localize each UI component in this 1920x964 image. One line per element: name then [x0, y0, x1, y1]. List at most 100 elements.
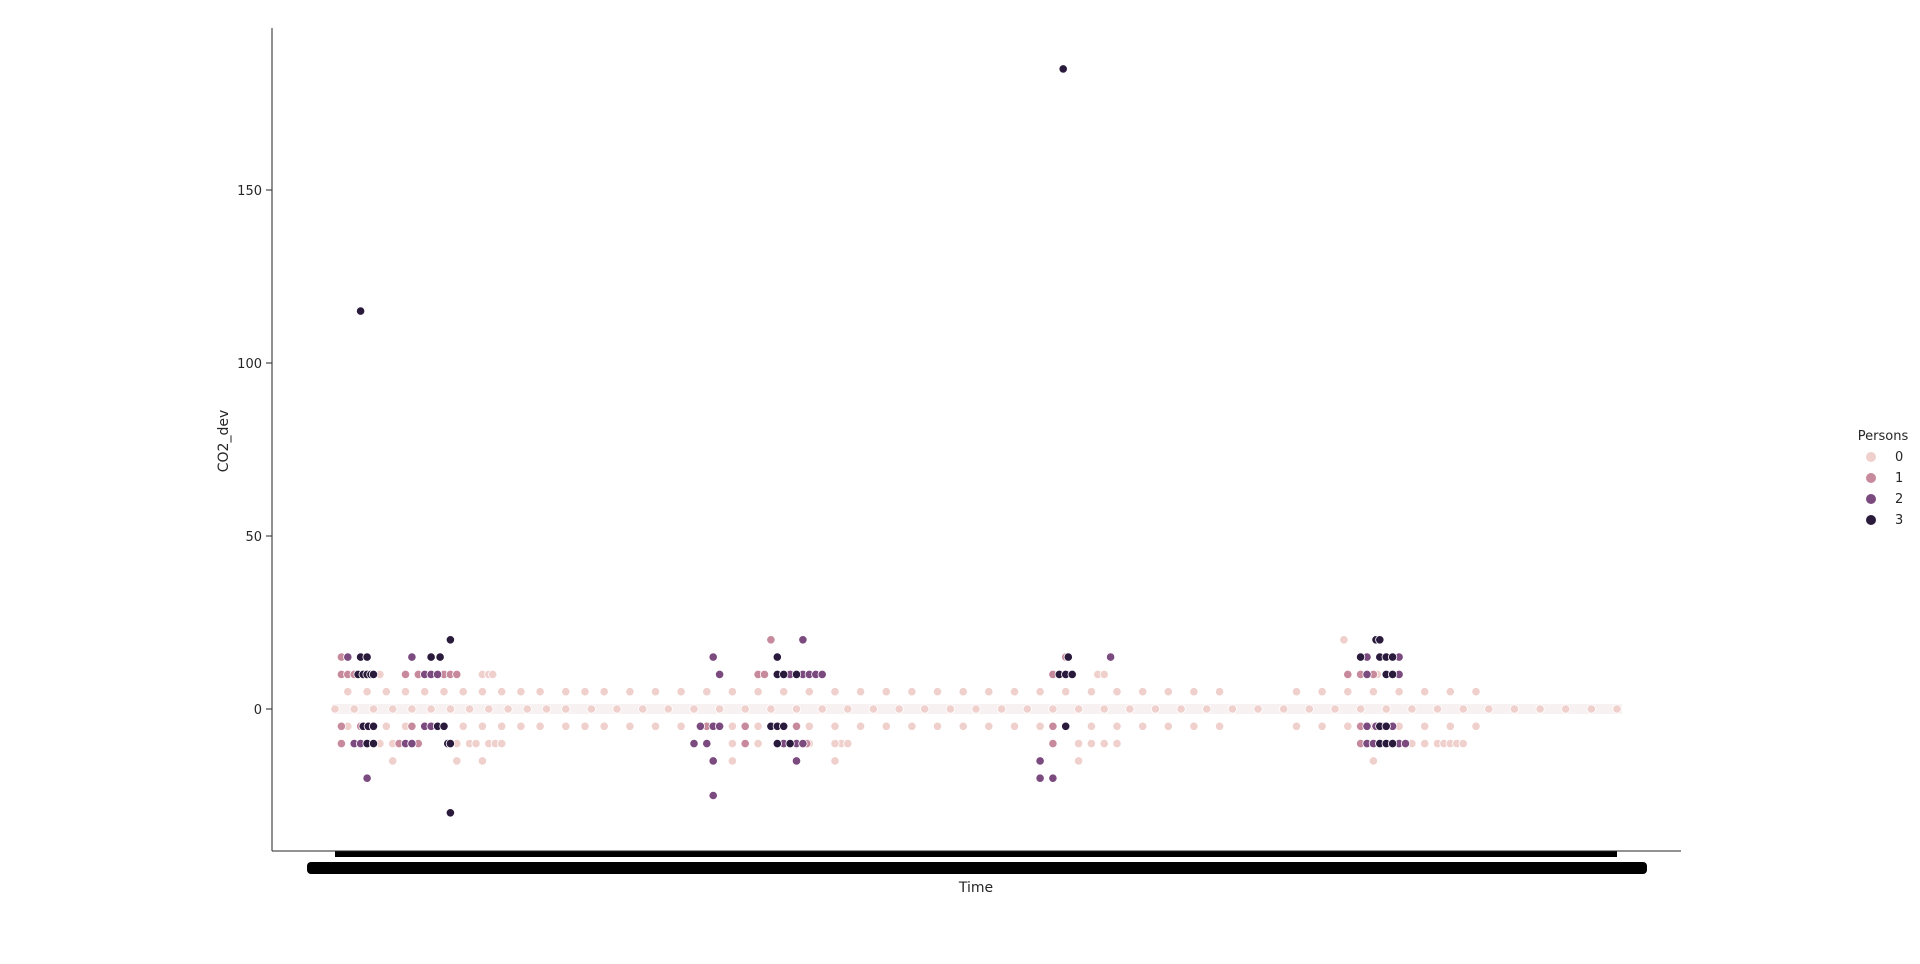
data-point [439, 721, 449, 731]
data-point [439, 687, 449, 697]
data-point [535, 687, 545, 697]
data-point [1586, 704, 1597, 714]
data-point [791, 721, 802, 731]
data-point [740, 738, 750, 749]
data-point [1035, 773, 1045, 783]
data-point [1163, 721, 1173, 731]
data-point [1112, 738, 1122, 749]
data-point [426, 652, 436, 662]
data-point [1368, 687, 1379, 697]
data-point [1215, 721, 1225, 731]
data-point [1035, 721, 1045, 731]
data-point [1484, 704, 1494, 714]
data-point [714, 704, 725, 714]
data-point [1343, 687, 1353, 697]
legend-label: 0 [1895, 450, 1903, 465]
data-point [1445, 721, 1455, 731]
data-point [1388, 669, 1398, 680]
data-point [1058, 64, 1068, 74]
data-point [830, 738, 840, 749]
data-point [477, 756, 487, 766]
data-point [958, 721, 968, 731]
data-point [343, 687, 353, 697]
data-point [920, 704, 930, 714]
data-point [1561, 704, 1571, 714]
data-point [1099, 704, 1109, 714]
data-point [1061, 721, 1071, 731]
data-point [541, 704, 552, 714]
data-point [497, 687, 507, 697]
series-2 [343, 635, 1411, 801]
data-point [779, 721, 789, 731]
data-point [759, 669, 770, 680]
data-point [932, 687, 943, 697]
data-point [1009, 687, 1020, 697]
data-point [1138, 721, 1148, 731]
series-3 [353, 64, 1398, 818]
data-point [1138, 687, 1148, 697]
data-point [1106, 652, 1116, 662]
data-point [1074, 704, 1084, 714]
data-point [488, 669, 498, 680]
data-point [458, 687, 468, 697]
data-point [791, 704, 802, 714]
data-point [1330, 704, 1340, 714]
data-point [1279, 704, 1289, 714]
data-point [1375, 635, 1385, 645]
legend-title: Persons [1858, 429, 1909, 444]
data-point [740, 721, 750, 731]
data-point [1035, 687, 1045, 697]
data-point [932, 721, 943, 731]
data-point [708, 790, 718, 801]
data-point [1291, 721, 1302, 731]
data-point [791, 669, 802, 680]
data-point [1253, 704, 1263, 714]
data-point [830, 721, 840, 731]
data-point [1227, 704, 1238, 714]
y-tick-label: 100 [237, 357, 262, 372]
data-point [580, 687, 590, 697]
data-point [625, 721, 635, 731]
data-point [907, 687, 917, 697]
data-point [894, 704, 904, 714]
data-point [1112, 721, 1122, 731]
data-point [1291, 687, 1302, 697]
data-point [1388, 738, 1398, 749]
data-point [407, 738, 417, 749]
data-point [1048, 738, 1058, 749]
data-point [1009, 721, 1020, 731]
data-point [1356, 652, 1366, 662]
data-point [971, 704, 981, 714]
data-point [1612, 704, 1622, 714]
legend-label: 3 [1895, 513, 1903, 528]
data-point [336, 721, 346, 731]
data-point [945, 704, 956, 714]
data-point [817, 669, 827, 680]
data-point [1420, 721, 1430, 731]
data-point [1471, 687, 1481, 697]
data-point [503, 704, 513, 714]
data-point [855, 687, 866, 697]
data-point [420, 687, 430, 697]
data-point [1189, 721, 1199, 731]
data-point [599, 721, 609, 731]
data-point [1458, 704, 1468, 714]
data-point [689, 704, 699, 714]
data-point [714, 669, 725, 680]
data-point [432, 669, 443, 680]
data-point [1388, 652, 1398, 662]
data-point [1202, 704, 1212, 714]
data-point [452, 669, 462, 680]
data-point [753, 738, 763, 749]
data-point [1445, 687, 1455, 697]
data-point [1368, 756, 1379, 766]
data-point [1176, 704, 1186, 714]
data-point [1086, 687, 1097, 697]
data-point [458, 721, 468, 731]
data-point [804, 721, 814, 731]
data-point [1048, 721, 1058, 731]
data-point [362, 652, 372, 662]
data-point [599, 687, 609, 697]
data-point [1063, 652, 1073, 662]
x-tick-labels-band [307, 851, 1647, 874]
